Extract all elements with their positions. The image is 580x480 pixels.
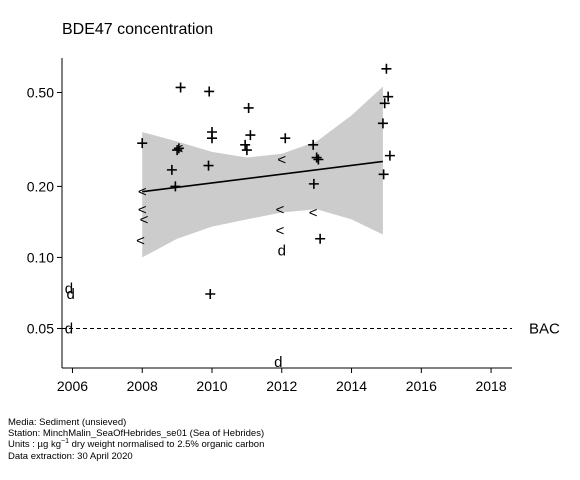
reference-layer: BAC (62, 320, 560, 337)
plus-marker (308, 178, 319, 189)
plus-marker (137, 138, 148, 149)
plus-marker (313, 154, 324, 165)
less-than-marker: < (277, 152, 286, 169)
detection-marker: d (67, 286, 75, 303)
detection-marker: d (278, 242, 286, 259)
plus-marker (245, 130, 256, 141)
y-tick-label: 0.20 (27, 178, 54, 194)
footer-units: Units : µg kg−1 dry weight normalised to… (8, 438, 265, 451)
plus-marker (207, 133, 217, 144)
less-than-marker: < (276, 223, 285, 240)
plus-marker (379, 98, 390, 109)
x-tick-label: 2006 (57, 378, 88, 394)
x-tick-label: 2010 (196, 378, 227, 394)
x-tick-label: 2018 (475, 378, 506, 394)
less-than-marker: < (276, 201, 285, 218)
plus-marker (170, 181, 181, 192)
plus-marker (384, 150, 395, 161)
footer-units-prefix: Units : µg kg (8, 439, 61, 451)
x-tick-label: 2012 (266, 378, 297, 394)
detection-marker: d (65, 280, 73, 297)
plus-marker (378, 169, 389, 180)
plus-marker (203, 160, 214, 171)
footer-station: Station: MinchMalin_SeaOfHebrides_se01 (… (8, 428, 265, 440)
chart-title: BDE47 concentration (62, 21, 213, 38)
plus-marker (383, 91, 394, 102)
plus-marker (204, 86, 215, 97)
footer-units-exponent: −1 (61, 438, 69, 446)
plus-marker (241, 145, 252, 156)
y-tick-label: 0.10 (27, 249, 54, 265)
less-than-marker: < (138, 201, 147, 218)
footer: Media: Sediment (unsieved) Station: Minc… (8, 417, 264, 462)
detection-marker: d (274, 354, 282, 371)
axis-layer: 0.05 0.10 0.20 0.50 2006 2008 2010 2012 2014 2016… (27, 58, 512, 394)
plus-marker (315, 233, 326, 244)
x-tick-label: 2016 (406, 378, 437, 394)
trend-layer (142, 160, 384, 193)
plus-marker (166, 164, 177, 175)
plus-marker (172, 145, 183, 156)
plus-marker (377, 118, 388, 129)
plus-marker (280, 133, 291, 144)
plus-marker (308, 139, 319, 150)
less-than-marker: < (138, 184, 147, 201)
less-than-marker: < (309, 205, 318, 222)
confidence-band-layer (142, 86, 383, 258)
x-tick-label: 2008 (127, 378, 158, 394)
plus-marker (240, 139, 251, 150)
less-than-marker: < (136, 232, 145, 249)
less-than-marker: < (140, 211, 149, 228)
plus-marker (381, 63, 392, 74)
plus-marker (311, 152, 322, 163)
trend-line (142, 160, 384, 193)
reference-line-label: BAC (529, 320, 560, 337)
plus-marker (175, 82, 186, 93)
plus-marker (173, 143, 184, 154)
detection-marker: d (65, 320, 73, 337)
less-than-marker: < (174, 140, 183, 157)
y-tick-label: 0.05 (27, 320, 54, 336)
plus-marker (243, 102, 254, 113)
footer-media: Media: Sediment (unsieved) (8, 417, 127, 428)
footer-units-suffix: dry weight normalised to 2.5% organic ca… (68, 439, 265, 451)
confidence-band (142, 86, 383, 258)
footer-extraction: Data extraction: 30 April 2020 (8, 450, 133, 462)
x-tick-label: 2014 (336, 378, 367, 394)
plus-marker (205, 288, 216, 299)
y-tick-label: 0.50 (27, 84, 54, 100)
